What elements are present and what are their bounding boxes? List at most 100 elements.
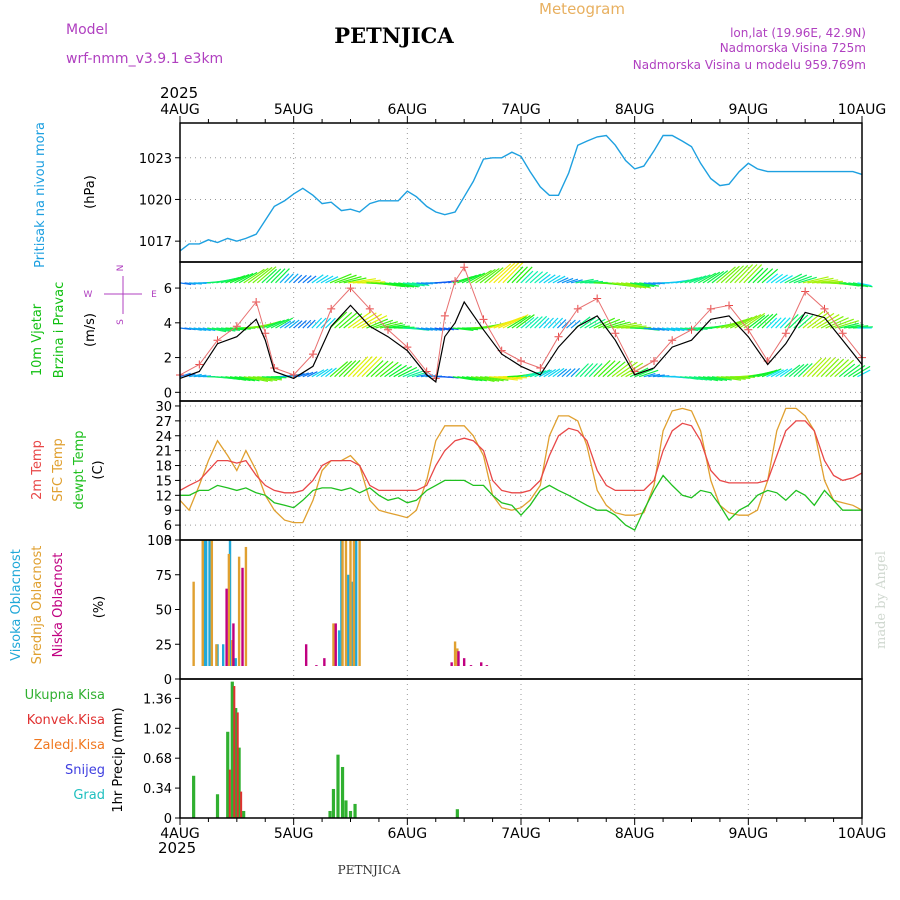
axes-layer: 1017102010230246369121518212427300255075…: [139, 102, 886, 842]
precip-total-bar: [234, 708, 238, 818]
wind-arrow: [757, 313, 774, 329]
model-label: Model: [66, 22, 108, 38]
wind-arrow: [379, 361, 399, 378]
x-day-label: 7AUG: [501, 102, 541, 118]
wind-arrow: [461, 273, 482, 284]
wind-arrow: [252, 266, 273, 284]
wind-arrow: [607, 361, 626, 378]
wind-arrow: [561, 368, 572, 378]
wind-arrow: [511, 266, 528, 284]
wind-arrow: [388, 364, 407, 378]
wind-arrow: [229, 376, 251, 382]
wind-arrow: [707, 270, 725, 284]
wind-arrow: [384, 364, 402, 378]
y-tick-label: 9: [164, 504, 172, 519]
wind-arrow: [598, 318, 621, 329]
wind-arrow: [338, 360, 357, 378]
label-cloud-low: Niska Oblacnost: [51, 553, 66, 658]
wind-arrow: [484, 376, 509, 381]
wind-arrow: [784, 273, 803, 284]
wind-arrow: [630, 282, 650, 288]
wind-arrow: [616, 361, 638, 378]
label-wind-1: 10m Vjetar: [30, 303, 45, 376]
label-cloud-high: Visoka Oblacnost: [9, 549, 24, 661]
wind-arrow: [238, 376, 260, 382]
cloud-mid-bar: [341, 540, 344, 666]
wind-arrow: [652, 374, 665, 378]
wind-arrow: [707, 376, 728, 381]
wind-arrow: [252, 376, 278, 382]
precip-conv-bar: [228, 769, 231, 818]
wind-speed-line: [179, 300, 863, 383]
compass-e: E: [151, 290, 157, 300]
wind-arrow: [829, 359, 850, 378]
wind-arrow: [834, 320, 859, 329]
wind-arrow: [306, 275, 317, 284]
wind-arrow: [284, 320, 296, 329]
cloud-mid-bar: [344, 540, 348, 666]
wind-arrow: [297, 320, 307, 329]
cloud-low-bar: [450, 662, 453, 666]
wind-arrow: [234, 376, 256, 382]
wind-arrow: [407, 282, 425, 287]
wind-arrow: [329, 361, 349, 378]
cloud-low-bar: [323, 658, 326, 666]
wind-arrow: [588, 363, 603, 378]
wind-arrow: [557, 277, 569, 284]
wind-arrow: [634, 282, 655, 288]
y-tick-label: 18: [155, 460, 172, 475]
legend-conv: Konvek.Kisa: [27, 713, 105, 728]
wind-arrow: [320, 275, 334, 284]
wind-arrow: [407, 370, 425, 378]
y-tick-label: 1.02: [143, 722, 172, 737]
wind-arrow: [593, 317, 615, 329]
y-tick-label: 15: [155, 474, 172, 489]
wind-arrow: [570, 319, 581, 329]
wind-arrow: [802, 276, 829, 284]
wind-arrow: [802, 310, 824, 329]
wind-arrow: [702, 376, 723, 382]
wind-arrow: [784, 364, 801, 378]
wind-arrow: [698, 272, 717, 284]
y-tick-label: 0: [164, 673, 172, 688]
wind-arrow: [629, 367, 649, 378]
wind-arrow: [843, 282, 864, 287]
wind-arrow: [329, 273, 352, 284]
wind-arrow: [797, 314, 814, 329]
wind-arrow: [525, 371, 542, 378]
x-day-label: 4AUG: [160, 826, 200, 842]
wind-arrow: [202, 327, 216, 332]
wind-arrow: [725, 376, 751, 379]
compass-n: N: [116, 265, 126, 272]
y-tick-label: 0.34: [143, 782, 172, 797]
wind-arrow: [497, 262, 520, 284]
wind-arrow: [288, 273, 299, 284]
wind-arrow: [288, 319, 300, 329]
x-day-label: 9AUG: [729, 826, 769, 842]
legend-snow: Snijeg: [65, 763, 105, 778]
wind-arrow: [702, 271, 721, 284]
wind-arrow: [484, 267, 504, 284]
wind-arrow: [534, 369, 551, 378]
label-temp2m: 2m Temp: [30, 440, 45, 500]
y-tick-label: 1017: [139, 235, 172, 250]
wind-arrow: [725, 265, 744, 284]
wind-arrow: [579, 317, 596, 329]
wind-arrow: [266, 319, 285, 329]
x-day-label: 10AUG: [838, 102, 887, 118]
wind-arrow: [566, 368, 576, 378]
precip-total-bar: [353, 803, 357, 818]
wind-arrow: [334, 360, 353, 378]
wind-arrow: [561, 277, 574, 284]
cloud-low-bar: [334, 623, 337, 666]
wind-arrow: [311, 274, 324, 284]
wind-arrow: [470, 376, 495, 382]
wind-arrow: [507, 315, 527, 329]
wind-arrow: [843, 364, 861, 378]
wind-arrow: [547, 317, 559, 329]
wind-arrow: [761, 368, 782, 378]
wind-arrow: [675, 327, 690, 331]
wind-arrow: [534, 315, 548, 329]
cloud-low-bar: [462, 658, 466, 666]
wind-arrow: [761, 268, 779, 284]
